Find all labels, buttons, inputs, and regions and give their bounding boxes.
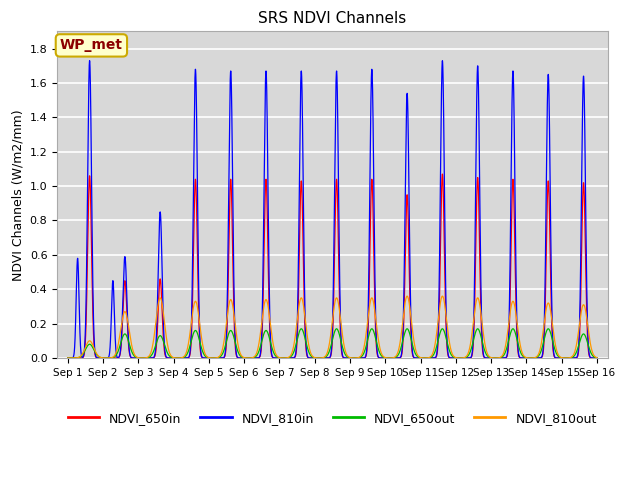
Legend: NDVI_650in, NDVI_810in, NDVI_650out, NDVI_810out: NDVI_650in, NDVI_810in, NDVI_650out, NDV…	[63, 407, 602, 430]
Y-axis label: NDVI Channels (W/m2/mm): NDVI Channels (W/m2/mm)	[11, 109, 24, 280]
Title: SRS NDVI Channels: SRS NDVI Channels	[258, 11, 406, 26]
Text: WP_met: WP_met	[60, 38, 123, 52]
